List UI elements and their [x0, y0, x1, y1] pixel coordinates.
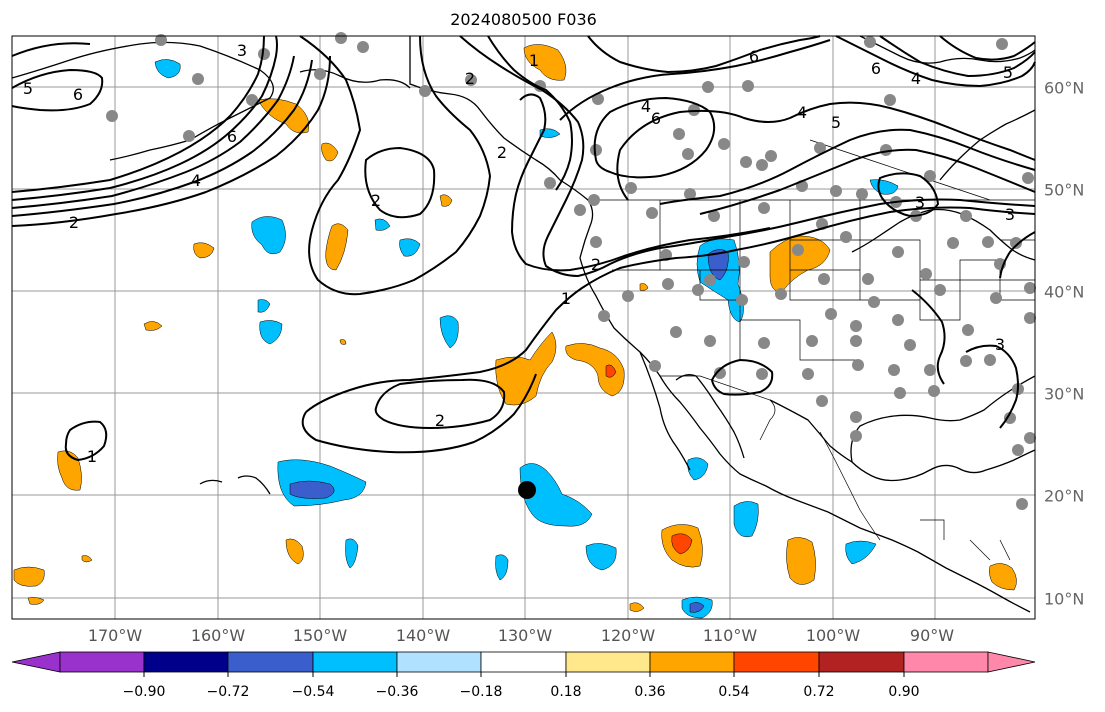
lon-label: 130°W	[497, 626, 553, 645]
colorbar-tick-label: −0.72	[206, 684, 250, 700]
colorbar-tick-label: 0.90	[888, 684, 920, 700]
storm-center-marker	[518, 481, 536, 499]
colorbar-tick-label: −0.54	[291, 684, 335, 700]
lon-label: 100°W	[805, 626, 861, 645]
contour-label: 4	[641, 97, 651, 116]
negative-anomaly-shading	[154, 59, 899, 619]
lon-label: 140°W	[395, 626, 451, 645]
lon-label: 120°W	[600, 626, 656, 645]
lat-label: 10°N	[1044, 589, 1085, 609]
colorbar-tick-label: 0.36	[634, 684, 666, 700]
contour-label: 2	[435, 411, 445, 430]
contour-label: 3	[237, 41, 247, 60]
contour-label: 5	[1003, 63, 1013, 82]
contour-label: 6	[73, 85, 83, 104]
contour-label: 4	[191, 171, 201, 190]
colorbar-tick-label: 0.18	[550, 684, 582, 700]
colorbar-ticks	[143, 672, 905, 677]
colorbar-tick-label: −0.18	[459, 684, 503, 700]
colorbar-extend-right	[987, 651, 1036, 673]
contour-label: 6	[749, 47, 759, 66]
colorbar-tick-label: −0.90	[122, 684, 166, 700]
colorbar-extend-left	[11, 651, 61, 673]
lon-label: 110°W	[702, 626, 758, 645]
contour-label: 2	[465, 69, 475, 88]
contour-label: 1	[561, 289, 571, 308]
contour-label: 2	[591, 255, 601, 274]
contour-label: 2	[371, 191, 381, 210]
colorbar-tick-label: 0.72	[803, 684, 835, 700]
lat-label: 60°N	[1044, 78, 1085, 98]
contour-label: 5	[831, 113, 841, 132]
colorbar-tick-label: −0.36	[375, 684, 419, 700]
lat-label: 50°N	[1044, 180, 1085, 200]
colorbar	[11, 651, 1036, 673]
map-area	[12, 36, 1035, 619]
contour-label: 1	[529, 51, 539, 70]
contour-label: 3	[995, 335, 1005, 354]
contour-labels: 5 6 3 2 6 4 2 1 6 4 6 5 4 2 1 2 2 1 2 3 …	[23, 41, 1015, 466]
map-frame	[11, 35, 1036, 620]
contour-label: 4	[911, 69, 921, 88]
contour-label: 5	[23, 79, 33, 98]
colorbar-tick-label: 0.54	[718, 684, 750, 700]
map-title: 2024080500 F036	[450, 10, 597, 29]
lat-label: 30°N	[1044, 384, 1085, 404]
positive-anomaly-shading	[13, 44, 1017, 612]
contour-label: 3	[915, 193, 925, 212]
lon-label: 170°W	[87, 626, 143, 645]
contour-lines	[11, 35, 1036, 462]
contour-label: 2	[69, 213, 79, 232]
station-dots	[106, 32, 1036, 510]
lat-label: 40°N	[1044, 282, 1085, 302]
contour-label: 2	[497, 143, 507, 162]
lon-label: 90°W	[909, 626, 955, 645]
contour-label: 6	[651, 109, 661, 128]
lon-label: 150°W	[292, 626, 348, 645]
contour-label: 1	[87, 447, 97, 466]
contour-label: 3	[1005, 205, 1015, 224]
contour-label: 6	[871, 59, 881, 78]
lon-label: 160°W	[190, 626, 246, 645]
contour-label: 6	[227, 127, 237, 146]
lat-label: 20°N	[1044, 486, 1085, 506]
contour-label: 4	[797, 103, 807, 122]
